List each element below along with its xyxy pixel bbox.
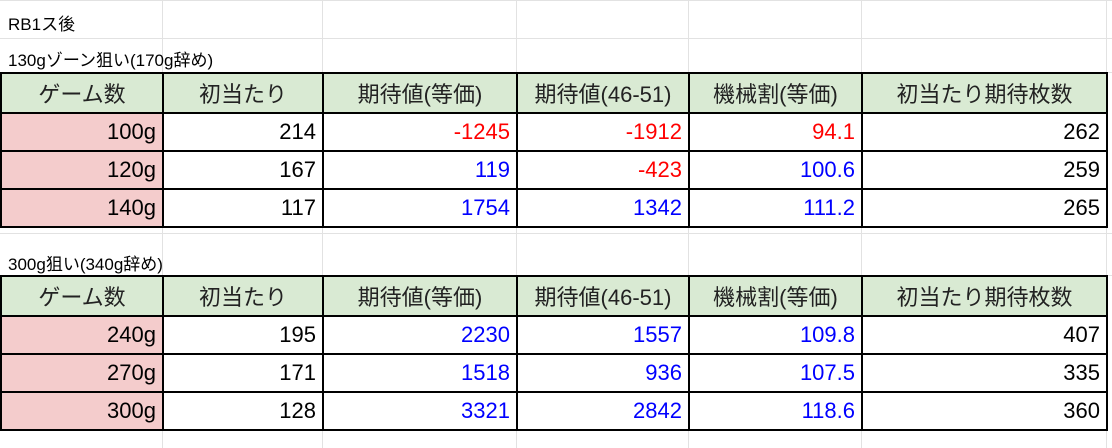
- cell-game-count[interactable]: 240g: [0, 315, 164, 355]
- cell-expected-value-equal[interactable]: 2230: [322, 315, 518, 355]
- cell-payout-rate[interactable]: 109.8: [688, 315, 863, 355]
- cell-first-hit[interactable]: 171: [162, 353, 324, 393]
- cell-game-count[interactable]: 140g: [0, 188, 164, 228]
- section-label-1[interactable]: 130gゾーン狙い(170g辞め): [8, 51, 214, 70]
- cell-expected-value-46-51[interactable]: -1912: [516, 112, 690, 152]
- cell-game-count[interactable]: 120g: [0, 150, 164, 190]
- header-expected-value-equal[interactable]: 期待値(等価): [322, 275, 518, 317]
- header-payout-rate[interactable]: 機械割(等価): [688, 275, 863, 317]
- cell-game-count[interactable]: 300g: [0, 391, 164, 431]
- cell-expected-value-equal[interactable]: -1245: [322, 112, 518, 152]
- cell-expected-coins[interactable]: 265: [861, 188, 1108, 228]
- header-expected-value-46-51[interactable]: 期待値(46-51): [516, 275, 690, 317]
- header-row: ゲーム数 初当たり 期待値(等価) 期待値(46-51) 機械割(等価) 初当たり期待枚数: [0, 275, 1108, 317]
- cell-expected-value-equal[interactable]: 1754: [322, 188, 518, 228]
- table-row: 120g 167 119 -423 100.6 259: [0, 150, 1108, 190]
- header-first-hit[interactable]: 初当たり: [162, 72, 324, 114]
- table-section-2: ゲーム数 初当たり 期待値(等価) 期待値(46-51) 機械割(等価) 初当たり期待枚数…: [0, 275, 1108, 431]
- cell-expected-coins[interactable]: 335: [861, 353, 1108, 393]
- section-label-2[interactable]: 300g狙い(340g辞め): [8, 255, 163, 274]
- table-row: 300g 128 3321 2842 118.6 360: [0, 391, 1108, 431]
- cell-expected-value-46-51[interactable]: -423: [516, 150, 690, 190]
- header-game-count[interactable]: ゲーム数: [0, 72, 164, 114]
- cell-expected-value-46-51[interactable]: 1557: [516, 315, 690, 355]
- cell-game-count[interactable]: 270g: [0, 353, 164, 393]
- cell-payout-rate[interactable]: 107.5: [688, 353, 863, 393]
- cell-game-count[interactable]: 100g: [0, 112, 164, 152]
- header-game-count[interactable]: ゲーム数: [0, 275, 164, 317]
- cell-title[interactable]: RB1ス後: [8, 15, 76, 34]
- cell-first-hit[interactable]: 117: [162, 188, 324, 228]
- cell-first-hit[interactable]: 128: [162, 391, 324, 431]
- cell-payout-rate[interactable]: 94.1: [688, 112, 863, 152]
- cell-expected-value-46-51[interactable]: 1342: [516, 188, 690, 228]
- cell-payout-rate[interactable]: 100.6: [688, 150, 863, 190]
- header-expected-coins[interactable]: 初当たり期待枚数: [861, 72, 1108, 114]
- cell-first-hit[interactable]: 195: [162, 315, 324, 355]
- table-row: 100g 214 -1245 -1912 94.1 262: [0, 112, 1108, 152]
- header-first-hit[interactable]: 初当たり: [162, 275, 324, 317]
- cell-payout-rate[interactable]: 118.6: [688, 391, 863, 431]
- cell-expected-coins[interactable]: 262: [861, 112, 1108, 152]
- cell-expected-value-equal[interactable]: 3321: [322, 391, 518, 431]
- cell-expected-coins[interactable]: 259: [861, 150, 1108, 190]
- cell-payout-rate[interactable]: 111.2: [688, 188, 863, 228]
- header-row: ゲーム数 初当たり 期待値(等価) 期待値(46-51) 機械割(等価) 初当たり期待枚数: [0, 72, 1108, 114]
- header-expected-value-46-51[interactable]: 期待値(46-51): [516, 72, 690, 114]
- cell-expected-value-equal[interactable]: 1518: [322, 353, 518, 393]
- cell-first-hit[interactable]: 214: [162, 112, 324, 152]
- table-row: 140g 117 1754 1342 111.2 265: [0, 188, 1108, 228]
- table-row: 240g 195 2230 1557 109.8 407: [0, 315, 1108, 355]
- header-payout-rate[interactable]: 機械割(等価): [688, 72, 863, 114]
- header-expected-coins[interactable]: 初当たり期待枚数: [861, 275, 1108, 317]
- cell-expected-value-46-51[interactable]: 936: [516, 353, 690, 393]
- cell-expected-value-equal[interactable]: 119: [322, 150, 518, 190]
- header-expected-value-equal[interactable]: 期待値(等価): [322, 72, 518, 114]
- cell-expected-value-46-51[interactable]: 2842: [516, 391, 690, 431]
- cell-expected-coins[interactable]: 407: [861, 315, 1108, 355]
- cell-first-hit[interactable]: 167: [162, 150, 324, 190]
- cell-expected-coins[interactable]: 360: [861, 391, 1108, 431]
- table-row: 270g 171 1518 936 107.5 335: [0, 353, 1108, 393]
- table-section-1: ゲーム数 初当たり 期待値(等価) 期待値(46-51) 機械割(等価) 初当たり期待枚数…: [0, 72, 1108, 228]
